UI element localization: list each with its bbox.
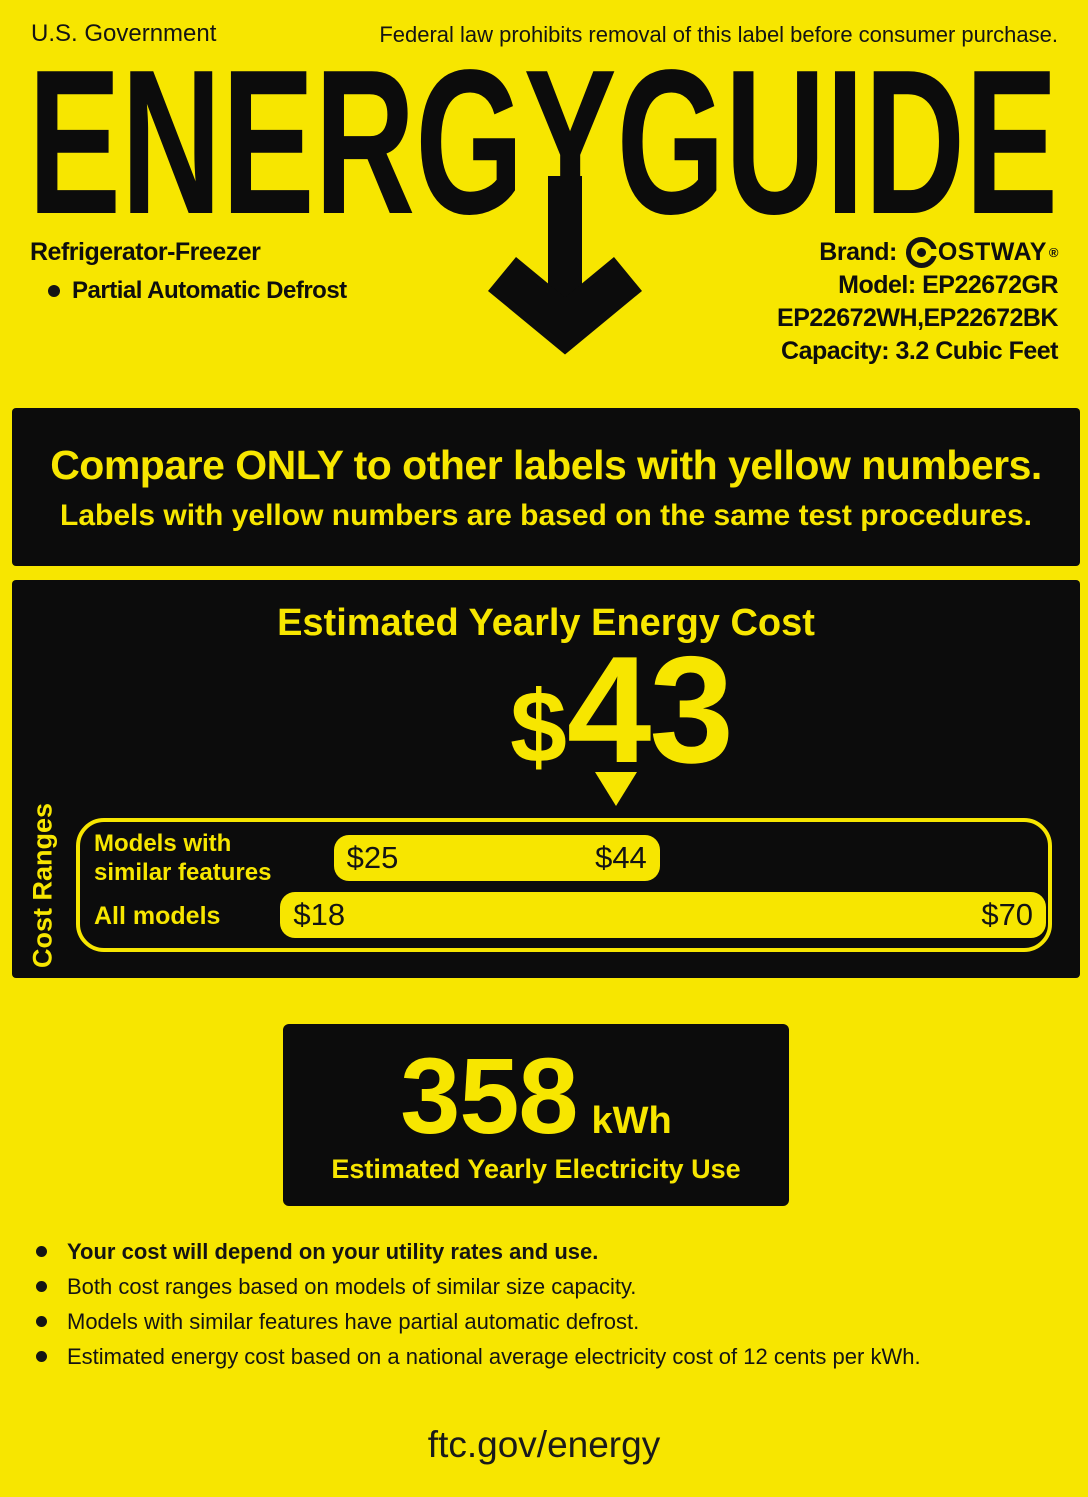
bullet-icon — [48, 285, 60, 297]
registered-trademark-icon: ® — [1048, 245, 1059, 260]
note-item: Your cost will depend on your utility ra… — [36, 1240, 921, 1263]
cost-ranges-chart: Models with similar features $25 $44 All… — [76, 818, 1052, 952]
range-min: $18 — [293, 897, 346, 932]
note-item: Models with similar features have partia… — [36, 1310, 921, 1333]
product-feature-row: Partial Automatic Defrost — [30, 277, 347, 305]
federal-law-notice: Federal law prohibits removal of this la… — [379, 22, 1058, 47]
down-arrow-icon — [487, 176, 643, 355]
energyguide-wordmark-text: ENERGYGUIDE — [28, 64, 1058, 216]
us-government-text: U.S. Government — [31, 20, 217, 47]
range-min: $25 — [346, 840, 399, 875]
notes-list: Your cost will depend on your utility ra… — [36, 1240, 921, 1380]
cost-range-row1-label: Models with similar features — [94, 830, 272, 886]
cost-range-row2-label: All models — [94, 902, 221, 930]
brand-name: OSTWAY — [937, 238, 1047, 266]
brand-info: Brand: OSTWAY ® Model: EP22672GR EP22672… — [777, 236, 1059, 368]
range-max: $44 — [595, 840, 647, 875]
electricity-use-value-row: 358 kWh — [400, 1034, 672, 1156]
energy-cost-amount: 43 — [566, 625, 734, 795]
ftc-url: ftc.gov/energy — [427, 1424, 661, 1465]
model-line-1: Model: EP22672GR — [838, 271, 1058, 299]
capacity-line: Capacity: 3.2 Cubic Feet — [781, 337, 1058, 365]
cost-marker-triangle-icon — [595, 772, 637, 806]
electricity-use-panel: 358 kWh Estimated Yearly Electricity Use — [283, 1024, 789, 1206]
energy-cost-panel: Estimated Yearly Energy Cost $43 Cost Ra… — [12, 580, 1080, 978]
energy-cost-title: Estimated Yearly Energy Cost — [277, 602, 815, 644]
bullet-icon — [36, 1281, 47, 1292]
brand-label: Brand: — [819, 238, 897, 266]
energyguide-wordmark: ENERGYGUIDE — [28, 64, 1058, 216]
product-info: Refrigerator-Freezer Partial Automatic D… — [30, 238, 347, 305]
energy-cost-value: $43 — [12, 630, 1080, 838]
bullet-icon — [36, 1246, 47, 1257]
energy-cost-currency: $ — [510, 670, 567, 784]
compare-banner-line2: Labels with yellow numbers are based on … — [60, 498, 1032, 532]
bullet-icon — [36, 1316, 47, 1327]
bullet-icon — [36, 1351, 47, 1362]
note-item: Estimated energy cost based on a nationa… — [36, 1345, 921, 1368]
note-item: Both cost ranges based on models of simi… — [36, 1275, 921, 1298]
brand-line: Brand: OSTWAY ® — [777, 236, 1059, 269]
product-type: Refrigerator-Freezer — [30, 238, 261, 266]
compare-banner: Compare ONLY to other labels with yellow… — [12, 408, 1080, 566]
electricity-use-value: 358 — [400, 1034, 578, 1156]
electricity-use-caption: Estimated Yearly Electricity Use — [331, 1153, 741, 1184]
model-line-2: EP22672WH,EP22672BK — [777, 304, 1058, 332]
electricity-use-unit: kWh — [591, 1099, 672, 1142]
costway-c-logo-icon — [905, 237, 938, 268]
cost-ranges-axis-label: Cost Ranges — [27, 802, 58, 968]
range-max: $70 — [981, 897, 1034, 932]
cost-range-bar-similar-models: $25 $44 — [333, 835, 660, 881]
product-feature: Partial Automatic Defrost — [72, 277, 347, 304]
cost-range-bar-all-models: $18 $70 — [280, 892, 1047, 938]
compare-banner-line1: Compare ONLY to other labels with yellow… — [50, 441, 1042, 488]
